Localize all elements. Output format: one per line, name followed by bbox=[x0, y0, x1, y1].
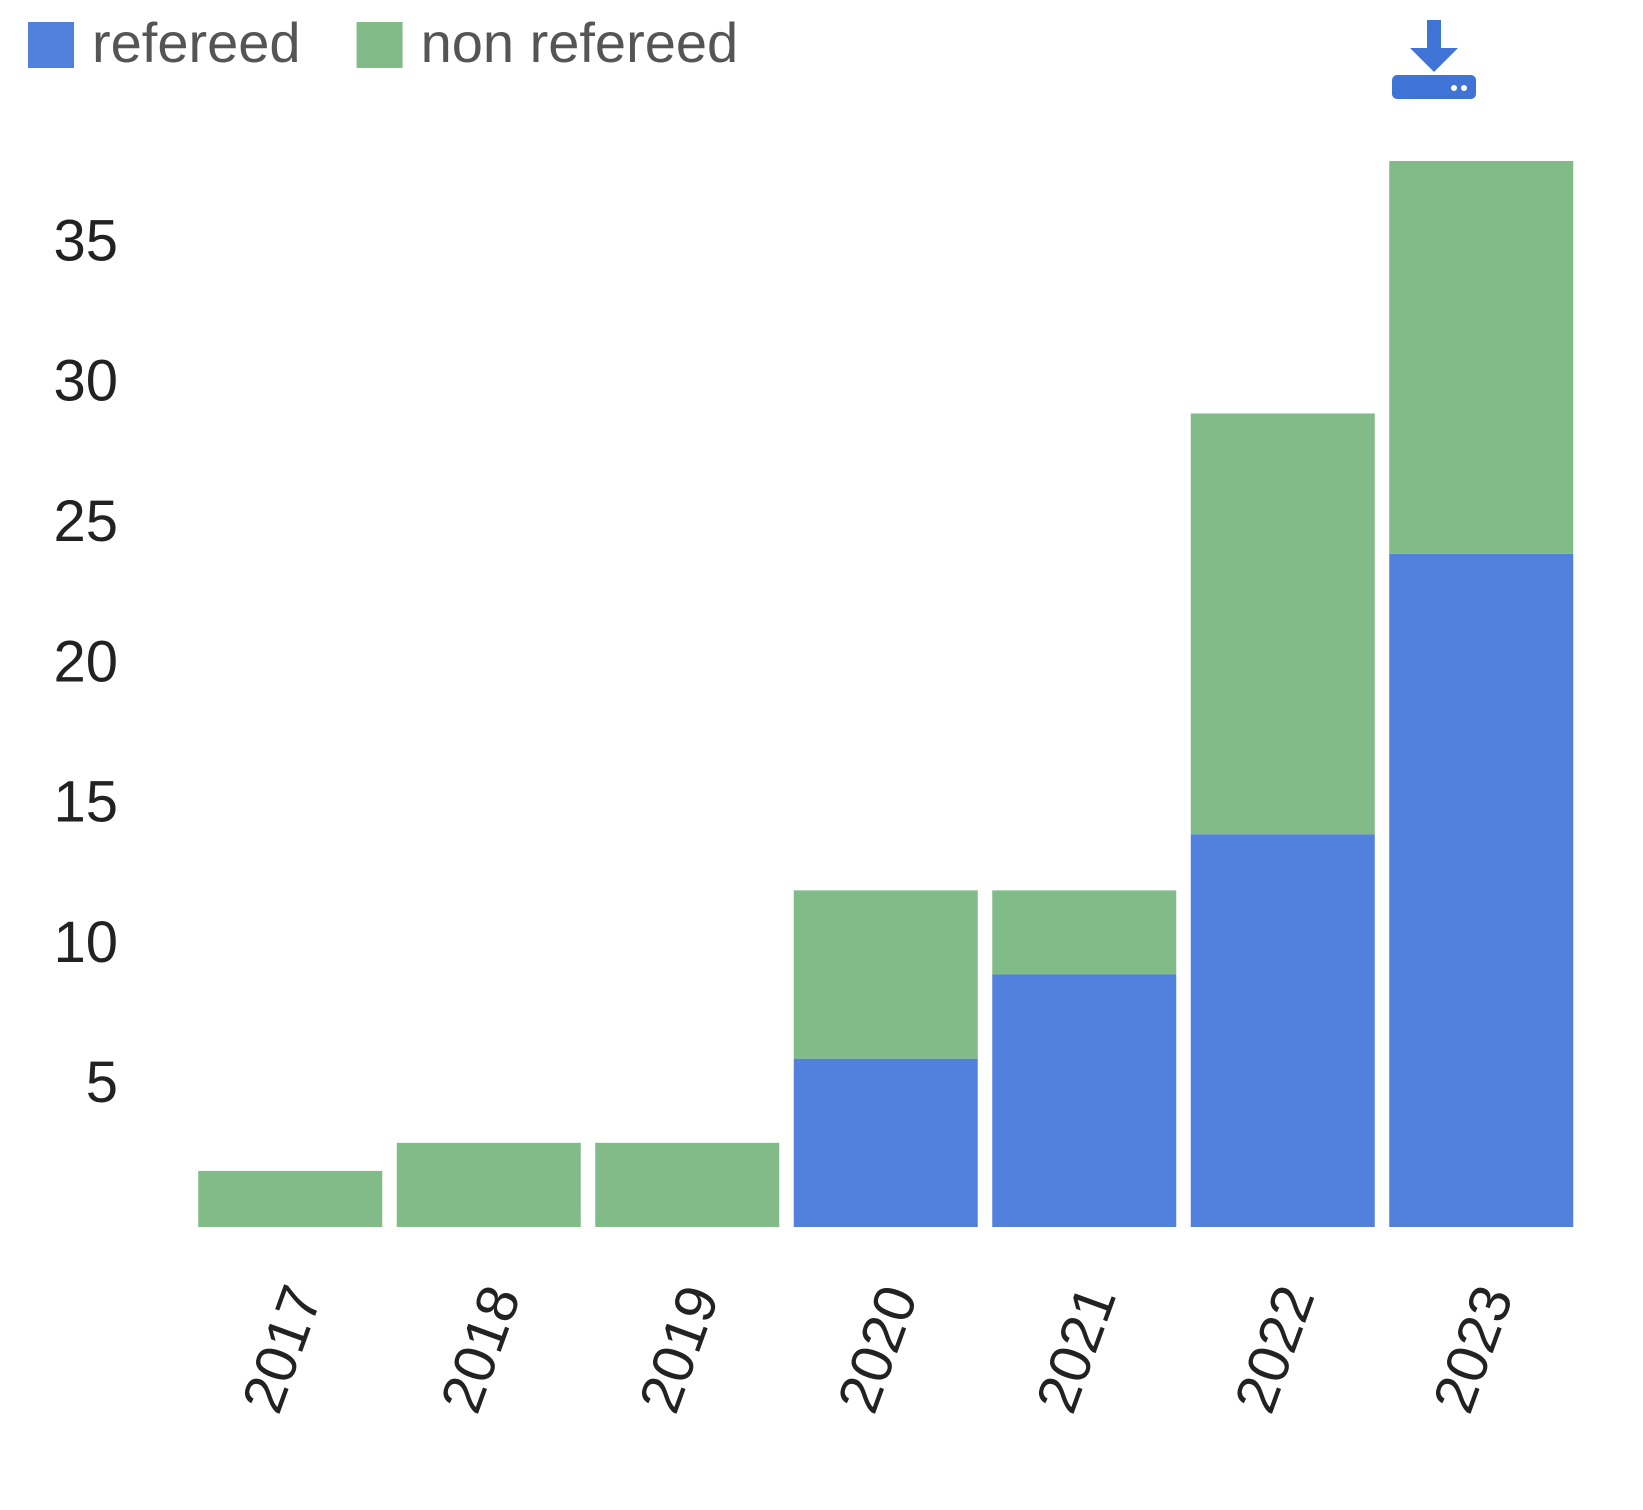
download-dot bbox=[1451, 85, 1457, 91]
x-tick-label: 2021 bbox=[1024, 1277, 1129, 1420]
y-tick-label: 5 bbox=[86, 1050, 118, 1115]
x-tick-label: 2023 bbox=[1421, 1277, 1526, 1420]
download-dot bbox=[1461, 85, 1467, 91]
download-button[interactable] bbox=[1392, 20, 1476, 99]
bar-segment bbox=[793, 890, 978, 1059]
bar-segment bbox=[1389, 553, 1574, 1227]
bar-segment bbox=[1190, 834, 1375, 1227]
y-tick-label: 10 bbox=[53, 910, 118, 975]
legend-swatch bbox=[28, 22, 74, 68]
download-arrow-stem[interactable] bbox=[1427, 20, 1441, 54]
y-tick-label: 25 bbox=[53, 489, 118, 554]
bar-segment bbox=[1389, 161, 1574, 554]
x-tick-label: 2017 bbox=[230, 1277, 335, 1420]
bar-segment bbox=[992, 974, 1177, 1227]
bar-segment bbox=[793, 1058, 978, 1227]
y-tick-label: 20 bbox=[53, 629, 118, 694]
download-arrow-head[interactable] bbox=[1410, 48, 1458, 72]
x-tick-label: 2022 bbox=[1222, 1277, 1327, 1420]
y-tick-label: 15 bbox=[53, 770, 118, 835]
x-tick-label: 2019 bbox=[627, 1277, 732, 1420]
bar-segment bbox=[396, 1142, 581, 1227]
y-tick-label: 35 bbox=[53, 208, 118, 273]
legend-label: non refereed bbox=[421, 11, 739, 74]
bar-segment bbox=[198, 1170, 383, 1227]
download-tray[interactable] bbox=[1392, 75, 1476, 99]
bar-segment bbox=[1190, 413, 1375, 835]
x-tick-label: 2020 bbox=[825, 1277, 930, 1420]
bar-segment bbox=[992, 890, 1177, 975]
legend-label: refereed bbox=[92, 11, 301, 74]
legend-swatch bbox=[356, 22, 403, 68]
x-tick-label: 2018 bbox=[428, 1277, 533, 1420]
bar-segment bbox=[595, 1142, 780, 1227]
y-tick-label: 30 bbox=[53, 349, 118, 414]
